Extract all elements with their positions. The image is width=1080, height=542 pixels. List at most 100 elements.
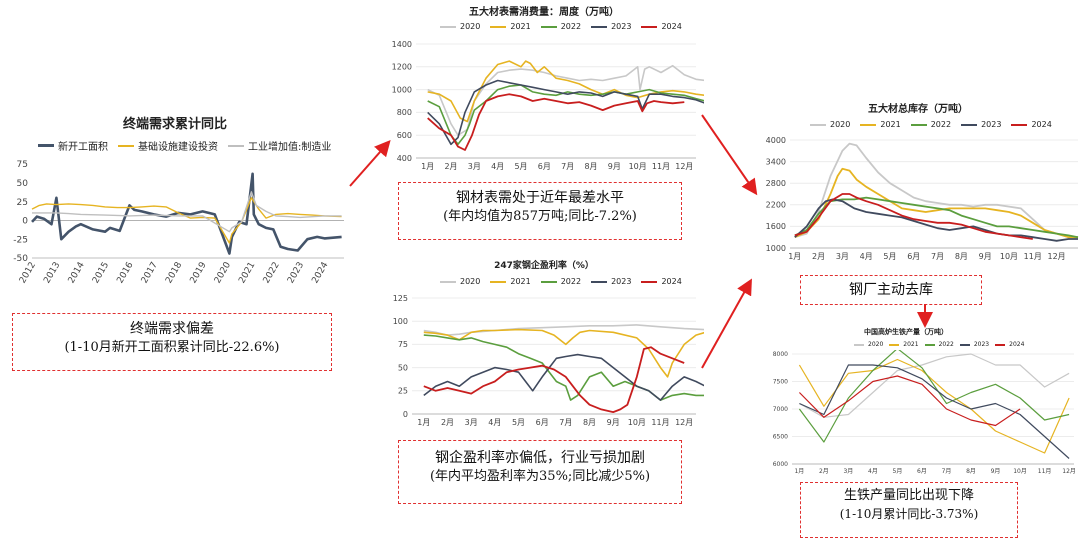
legend-item: 2024: [641, 277, 682, 286]
legend-swatch: [854, 343, 864, 346]
y-tick-label: 7500: [773, 379, 788, 386]
chart-panel-inventory: 五大材总库存（万吨） 2020 2021 2022 2023 2024 4000…: [756, 92, 1080, 264]
x-tick-label: 2月: [812, 252, 825, 261]
x-tick-label: 12月: [675, 162, 693, 171]
legend-swatch: [118, 144, 134, 147]
legend-label: 2020: [460, 277, 481, 286]
note-line: (年内平均盈利率为35%;同比减少5%): [429, 469, 651, 485]
chart-legend: 2020 2021 2022 2023 2024: [440, 277, 682, 286]
legend-label: 2023: [981, 120, 1002, 129]
legend-item: 2021: [490, 277, 531, 286]
series-line: [799, 364, 1070, 459]
x-tick-label: 2月: [819, 468, 829, 475]
note-pig-iron: 生铁产量同比出现下降 (1-10月累计同比-3.73%): [800, 482, 1018, 538]
y-tick-label: 600: [397, 131, 412, 140]
legend-swatch: [591, 25, 608, 28]
series-line: [31, 197, 342, 244]
x-tick-label: 1月: [417, 418, 430, 427]
x-tick-label: 11月: [1024, 252, 1042, 261]
series-line: [794, 196, 1079, 239]
y-tick-label: 25: [17, 198, 28, 208]
note-destocking: 钢厂主动去库: [800, 275, 982, 305]
x-tick-label: 2021: [237, 261, 257, 286]
series-line: [794, 198, 1078, 242]
legend-swatch: [591, 280, 608, 283]
x-tick-label: 5月: [514, 162, 527, 171]
x-tick-label: 1月: [788, 252, 801, 261]
chart-panel-profit: 247家钢企盈利率（%） 2020 2021 2022 2023 2024 12…: [384, 256, 704, 432]
legend-item: 2024: [641, 22, 682, 31]
legend-label: 2021: [510, 277, 531, 286]
x-tick-label: 8月: [584, 162, 597, 171]
y-tick-label: 1200: [392, 63, 412, 72]
legend-label: 2020: [868, 341, 884, 348]
chart-panel-demand: 终端需求累计同比 新开工面积 基础设施建设投资 工业增加值:制造业 75 50 25…: [0, 108, 352, 308]
legend-label: 2022: [560, 277, 582, 286]
legend-item: 2023: [591, 22, 631, 31]
legend-item: 2024: [995, 341, 1024, 348]
legend-label: 2024: [1009, 341, 1025, 348]
x-tick-label: 4月: [491, 162, 504, 171]
note-line: (1-10月新开工面积累计同比-22.6%): [64, 340, 280, 356]
y-tick-label: 3400: [766, 157, 786, 166]
legend-swatch: [641, 280, 658, 283]
y-tick-label: 2200: [766, 201, 786, 210]
legend-swatch: [540, 25, 557, 28]
legend-label: 新开工面积: [58, 142, 108, 153]
x-tick-label: 2014: [67, 260, 87, 285]
note-line: 终端需求偏差: [130, 321, 214, 337]
y-tick-label: 7000: [773, 406, 788, 413]
series-line: [423, 324, 704, 336]
x-tick-label: 5月: [883, 252, 896, 261]
x-tick-label: 4月: [860, 252, 873, 261]
legend-label: 2020: [830, 120, 851, 129]
x-tick-label: 12月: [1047, 252, 1065, 261]
legend-label: 2024: [1031, 120, 1052, 129]
legend-label: 2024: [661, 22, 682, 31]
x-tick-label: 2022: [262, 261, 282, 286]
legend-swatch: [540, 280, 557, 283]
legend-swatch: [924, 343, 935, 346]
note-line: (1-10月累计同比-3.73%): [839, 506, 979, 521]
y-tick-label: 1400: [392, 40, 412, 49]
chart-legend: 2020 2021 2022 2023 2024: [854, 341, 1024, 348]
series-line: [31, 172, 342, 255]
legend-swatch: [440, 25, 456, 28]
series-line: [794, 167, 1078, 239]
series-line: [794, 193, 1033, 240]
arrow-consumption-to-inventory: [701, 114, 758, 196]
y-tick-label: 25: [398, 387, 408, 396]
x-tick-label: 3月: [836, 252, 849, 261]
series-line: [798, 375, 1021, 427]
series-line: [794, 142, 1078, 239]
y-tick-label: 100: [393, 317, 408, 326]
legend-item: 新开工面积: [38, 138, 108, 153]
legend-label: 2022: [938, 341, 954, 348]
chart-title: 247家钢企盈利率（%）: [494, 261, 594, 271]
legend-swatch: [38, 144, 54, 147]
legend-item: 2020: [440, 277, 480, 286]
x-tick-label: 10月: [1000, 252, 1018, 261]
y-tick-label: 75: [398, 340, 408, 349]
chart-panel-consumption: 五大材表需消费量：周度（万吨） 2020 2021 2022 2023 2024…: [384, 0, 704, 178]
legend-item: 2024: [1011, 120, 1052, 129]
x-tick-label: 6月: [538, 162, 551, 171]
y-tick-label: 0: [403, 410, 408, 419]
series-line: [423, 353, 704, 401]
y-tick-label: 800: [397, 108, 412, 117]
x-tick-label: 10月: [1013, 468, 1027, 475]
x-tick-label: 8月: [955, 252, 968, 261]
x-tick-label: 2月: [441, 418, 454, 427]
legend-swatch: [490, 25, 507, 28]
y-tick-label: 6000: [773, 461, 788, 468]
chart-svg-pig-iron: 8000 7500 7000 6500 6000 1月 2月 3月 4月 5月 6月 7月 8月 9月 10…: [773, 350, 1076, 475]
chart-legend: 新开工面积 基础设施建设投资 工业增加值:制造业: [38, 138, 331, 153]
x-tick-label: 2月: [444, 162, 457, 171]
x-tick-label: 8月: [583, 418, 596, 427]
x-tick-label: 9月: [991, 468, 1001, 475]
legend-label: 工业增加值:制造业: [248, 142, 332, 153]
legend-label: 2021: [510, 22, 531, 31]
legend-item: 2021: [889, 341, 919, 348]
